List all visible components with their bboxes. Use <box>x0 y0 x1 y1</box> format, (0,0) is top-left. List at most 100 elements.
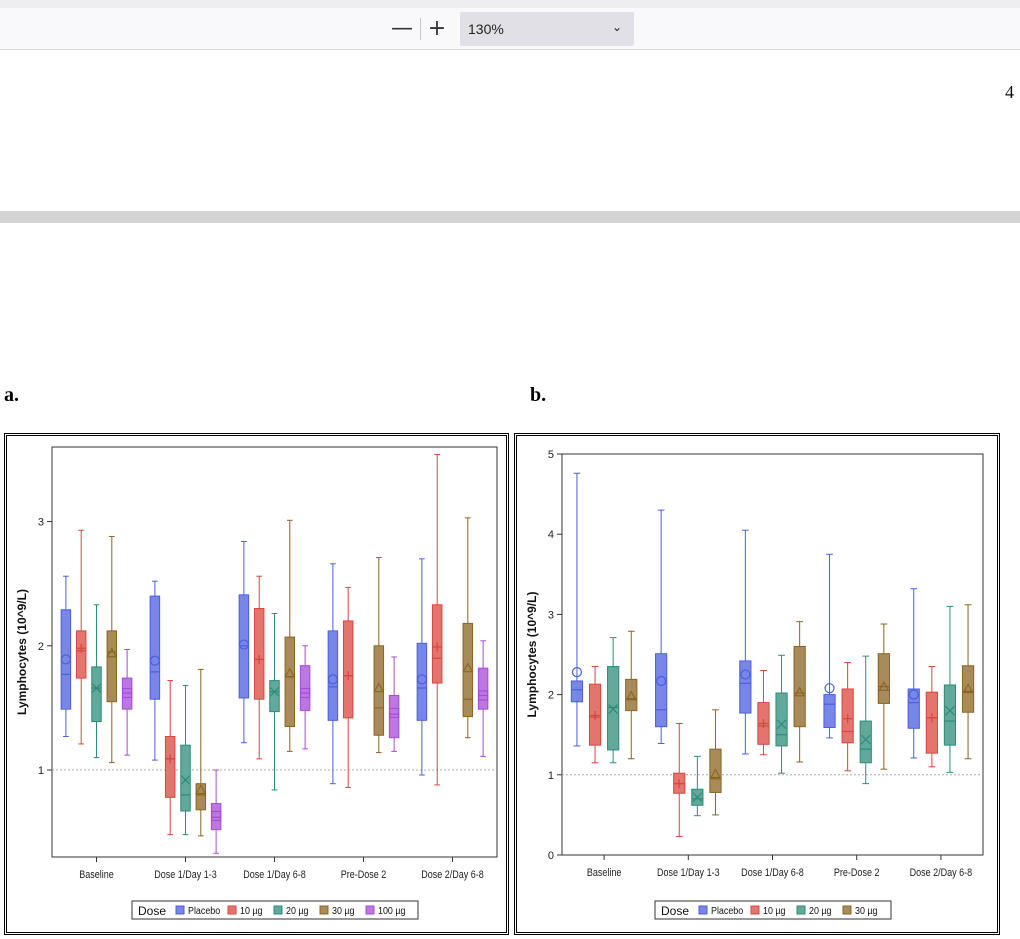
box <box>327 630 339 721</box>
mean-marker <box>373 682 385 693</box>
box-plot <box>877 623 890 770</box>
box <box>75 630 87 679</box>
box <box>373 645 385 736</box>
box <box>739 660 752 714</box>
box <box>91 666 102 723</box>
mean-marker <box>478 690 489 701</box>
mean-marker <box>590 710 600 720</box>
zoom-select[interactable]: 130% ⌄ <box>460 12 634 46</box>
box <box>462 622 474 718</box>
mean-marker <box>945 705 955 716</box>
pdf-toolbar: — + 130% ⌄ <box>0 0 1020 50</box>
mean-marker <box>962 683 974 694</box>
box-plot <box>859 655 872 785</box>
box-plot <box>477 640 489 757</box>
mean-marker <box>860 734 871 745</box>
legend-swatch <box>698 905 708 915</box>
toolbar-divider <box>420 18 421 40</box>
box <box>60 609 72 710</box>
mean-marker <box>824 683 835 694</box>
legend: Dose Placebo 10 µg 20 µg 30 µg 100 µg <box>131 900 419 920</box>
mean-marker <box>740 669 751 680</box>
mean-marker <box>106 647 118 658</box>
y-tick-label: 2 <box>38 641 44 653</box>
box <box>121 677 133 710</box>
toolbar-top-strip <box>0 0 1020 8</box>
box-plot <box>388 656 400 752</box>
box <box>238 594 250 699</box>
box <box>149 595 161 700</box>
box <box>388 694 400 739</box>
y-tick-label: 3 <box>548 609 554 621</box>
y-axis-label: Lymphocytes (10^9/L) <box>525 592 539 718</box>
chart-b-frame: 0 1 2 3 4 5 Lymphocytes (10^9/L) Baseline Dose 1… <box>514 433 1000 935</box>
mean-marker <box>343 671 353 681</box>
box-plot <box>588 666 602 764</box>
box-plot <box>655 509 668 745</box>
chevron-down-icon: ⌄ <box>611 20 622 34</box>
box-plot <box>75 529 87 745</box>
box <box>477 667 489 710</box>
legend-label: 20 µg <box>809 905 831 917</box>
box-plot <box>299 645 311 750</box>
box-plot <box>180 685 191 836</box>
x-tick-label: Baseline <box>79 869 114 881</box>
mean-marker <box>758 718 768 728</box>
legend-title: Dose <box>138 904 166 918</box>
legend-title: Dose <box>661 904 689 918</box>
box <box>210 803 222 831</box>
box-plot <box>284 519 296 752</box>
box-plot <box>570 472 584 747</box>
x-tick-label: Dose 1/Day 1-3 <box>657 867 720 879</box>
box-plot <box>253 575 265 760</box>
box <box>625 678 638 712</box>
legend-swatch <box>227 905 237 915</box>
box-plot <box>327 563 339 785</box>
panel-a-label: a. <box>4 384 19 406</box>
box-plot <box>210 769 222 854</box>
zoom-in-button[interactable]: + <box>425 17 449 41</box>
box-plot <box>416 558 428 776</box>
x-tick-label: Dose 1/Day 6-8 <box>243 869 306 881</box>
legend-swatch <box>750 905 760 915</box>
legend-frame <box>654 900 892 920</box>
box <box>253 608 265 700</box>
legend: Dose Placebo 10 µg 20 µg 30 µg <box>654 900 892 920</box>
mean-marker <box>389 707 400 718</box>
box-plot <box>691 755 704 817</box>
y-tick-label: 3 <box>38 517 44 529</box>
chart-b: 0 1 2 3 4 5 Lymphocytes (10^9/L) Baseline Dose 1… <box>525 449 984 920</box>
legend-label: 30 µg <box>855 905 877 917</box>
x-tick-label: Dose 2/Day 6-8 <box>421 869 484 881</box>
x-tick-label: Dose 1/Day 6-8 <box>741 867 804 879</box>
box-plot <box>907 588 920 759</box>
x-tick-label: Pre-Dose 2 <box>834 867 880 879</box>
box <box>269 680 280 713</box>
box-plot <box>607 637 620 764</box>
box-plot <box>269 612 280 791</box>
box <box>106 630 118 703</box>
box <box>655 653 668 728</box>
zoom-out-button[interactable]: — <box>390 17 414 41</box>
legend-label: 20 µg <box>286 905 308 917</box>
chart-a: 1 2 3 Lymphocytes (10^9/L) Baseline Dose 1/Da… <box>15 446 498 920</box>
box <box>961 665 975 713</box>
box-plot <box>961 604 975 760</box>
mean-marker <box>60 654 71 665</box>
box-plot <box>195 668 207 837</box>
mean-marker <box>416 674 427 685</box>
x-tick-label: Baseline <box>587 867 622 879</box>
legend-swatch <box>796 905 806 915</box>
page-separator <box>0 211 1020 223</box>
box-plot <box>238 540 250 744</box>
mean-marker <box>776 719 787 730</box>
legend-swatch <box>319 905 329 915</box>
box-plot <box>342 586 354 788</box>
box <box>877 653 890 704</box>
mean-marker <box>269 686 280 697</box>
mean-marker <box>195 784 207 795</box>
box-plot <box>625 630 638 760</box>
panel-b-label: b. <box>530 384 547 406</box>
legend-label: Placebo <box>711 905 743 917</box>
legend-label: 10 µg <box>240 905 262 917</box>
